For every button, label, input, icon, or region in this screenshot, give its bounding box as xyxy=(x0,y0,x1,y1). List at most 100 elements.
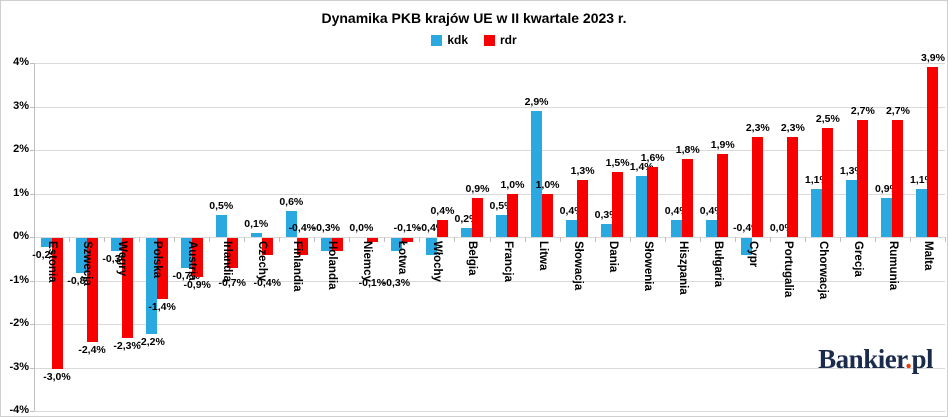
bar-rdr-Łotwa xyxy=(401,238,413,243)
value-label-kdk-Holandia: -0,3% xyxy=(312,222,341,234)
bar-rdr-Rumunia xyxy=(892,119,904,237)
bar-kdk-Belgia xyxy=(460,228,472,237)
gridline-4% xyxy=(34,63,945,64)
y-axis-label: -2% xyxy=(9,317,29,329)
bar-rdr-Włochy xyxy=(436,219,448,237)
bar-kdk-Słowacja xyxy=(566,219,578,237)
category-tick xyxy=(945,237,946,242)
bar-rdr-Litwa xyxy=(542,193,554,237)
logo-text-suffix: pl xyxy=(911,344,933,374)
y-axis-tick xyxy=(30,106,34,108)
bar-rdr-Hiszpania xyxy=(682,158,694,237)
value-label-kdk-Łotwa: -0,3% xyxy=(382,277,411,289)
category-tick xyxy=(524,237,526,242)
value-label-rdr-Szwecja: -2,4% xyxy=(78,344,106,357)
bar-rdr-Austria xyxy=(191,238,203,278)
bar-rdr-Chorwacja xyxy=(822,128,834,237)
y-axis-label: -4% xyxy=(9,404,29,416)
value-label-rdr-Hiszpania: 1,8% xyxy=(675,143,700,156)
country-label-Francja: Francja xyxy=(501,241,514,282)
country-label-Czechy: Czechy xyxy=(256,241,269,282)
category-tick xyxy=(69,237,71,242)
bar-rdr-Słowacja xyxy=(577,180,589,237)
gridline--4% xyxy=(34,411,945,412)
bar-kdk-Estonia xyxy=(40,238,52,247)
country-label-Włochy: Włochy xyxy=(431,241,444,282)
country-label-Cypr: Cypr xyxy=(746,241,759,268)
category-tick xyxy=(384,237,386,242)
category-tick xyxy=(629,237,631,242)
bar-rdr-Bułgaria xyxy=(717,154,729,237)
country-label-Bułgaria: Bułgaria xyxy=(711,241,724,288)
value-label-rdr-Malta: 3,9% xyxy=(921,52,945,65)
y-axis-label: 4% xyxy=(13,56,29,68)
bar-rdr-Czechy xyxy=(261,238,273,256)
chart-title: Dynamika PKB krajów UE w II kwartale 202… xyxy=(321,10,627,26)
y-axis-tick xyxy=(30,324,34,325)
country-label-Finlandia: Finlandia xyxy=(291,241,304,292)
bar-kdk-Litwa xyxy=(531,110,543,237)
value-label-rdr-Słowenia: 1,6% xyxy=(640,152,665,165)
y-axis-tick xyxy=(30,411,34,412)
bar-rdr-Polska xyxy=(156,238,168,299)
value-label-kdk-Bułgaria: 0,4% xyxy=(699,204,724,217)
bar-kdk-Dania xyxy=(601,223,613,237)
legend-item-rdr: rdr xyxy=(484,33,517,47)
value-label-rdr-Polska: -1,4% xyxy=(148,300,176,313)
category-tick xyxy=(699,237,701,242)
bar-rdr-Szwecja xyxy=(86,238,98,343)
value-label-rdr-Rumunia: 2,7% xyxy=(885,104,910,117)
value-label-kdk-Belgia: 0,2% xyxy=(454,213,479,226)
legend-item-kdk: kdk xyxy=(431,33,468,47)
bar-rdr-Finlandia xyxy=(296,238,308,256)
bar-rdr-Irlandia xyxy=(226,238,238,269)
value-label-rdr-Francja: 1,0% xyxy=(500,178,525,191)
value-label-rdr-Portugalia: 2,3% xyxy=(780,121,805,134)
value-label-kdk-Irlandia: 0,5% xyxy=(209,200,234,213)
country-label-Holandia: Holandia xyxy=(326,241,339,290)
y-axis-label: 3% xyxy=(13,99,29,112)
category-tick xyxy=(174,237,176,242)
country-label-Portugalia: Portugalia xyxy=(781,241,794,298)
gridline--3% xyxy=(34,367,945,369)
value-label-rdr-Cypr: 2,3% xyxy=(745,121,770,134)
value-label-rdr-Włochy: 0,4% xyxy=(430,204,455,217)
value-label-kdk-Dania: 0,3% xyxy=(594,208,619,221)
value-label-rdr-Litwa: 1,0% xyxy=(535,178,560,191)
bar-rdr-Słowenia xyxy=(647,167,659,237)
category-tick xyxy=(349,237,351,242)
bar-kdk-Czechy xyxy=(250,232,262,237)
category-tick xyxy=(559,237,561,242)
legend-label: kdk xyxy=(447,33,468,47)
y-axis-label: 2% xyxy=(13,143,29,155)
bar-kdk-Francja xyxy=(496,215,508,237)
country-label-Dania: Dania xyxy=(606,241,619,273)
bar-kdk-Włochy xyxy=(425,238,437,256)
category-tick xyxy=(594,237,596,242)
value-label-rdr-Słowacja: 1,3% xyxy=(570,165,595,178)
bar-rdr-Portugalia xyxy=(787,136,799,237)
value-label-rdr-Grecja: 2,7% xyxy=(850,104,875,117)
country-label-Litwa: Litwa xyxy=(536,241,549,271)
value-label-rdr-Węgry: -2,3% xyxy=(113,340,141,353)
country-label-Węgry: Węgry xyxy=(116,241,129,277)
y-axis-label: 1% xyxy=(13,186,29,199)
category-tick xyxy=(139,237,141,242)
bar-kdk-Irlandia xyxy=(215,215,227,237)
category-tick xyxy=(104,237,106,242)
y-axis-label: -1% xyxy=(9,273,29,286)
bar-rdr-Węgry xyxy=(121,238,133,339)
bar-kdk-Szwecja xyxy=(75,238,87,273)
bar-rdr-Niemcy xyxy=(366,238,378,243)
country-label-Austria: Austria xyxy=(186,241,199,281)
bar-kdk-Łotwa xyxy=(390,238,402,252)
value-label-rdr-Chorwacja: 2,5% xyxy=(815,113,840,126)
logo-dot: . xyxy=(905,344,912,374)
legend-swatch-rdr xyxy=(484,34,495,46)
value-label-rdr-Finlandia: -0,4% xyxy=(288,222,316,234)
category-tick xyxy=(804,237,806,242)
gridline-3% xyxy=(34,106,945,108)
value-label-kdk-Grecja: 1,3% xyxy=(839,165,864,178)
category-tick xyxy=(489,237,491,242)
